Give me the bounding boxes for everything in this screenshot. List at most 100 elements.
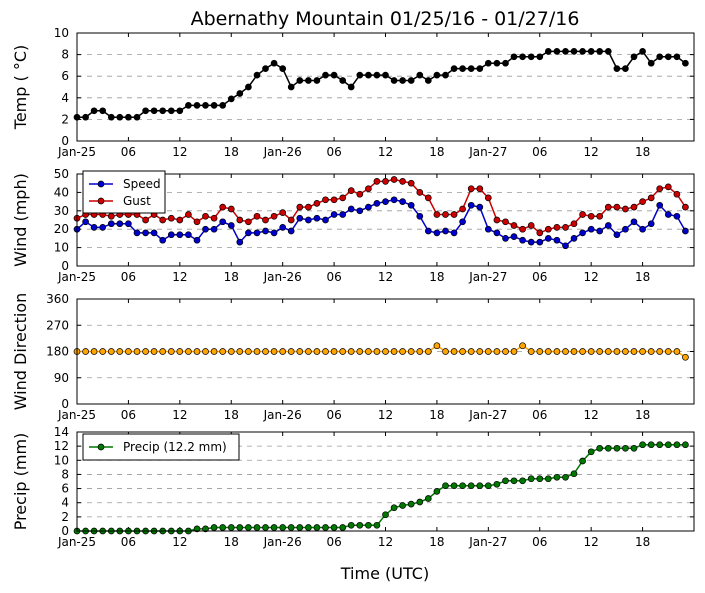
- data-point: [519, 236, 526, 244]
- data-point: [373, 521, 381, 529]
- data-point: [305, 216, 312, 224]
- data-point: [399, 77, 406, 84]
- data-point: [382, 178, 389, 185]
- data-point: [159, 348, 167, 355]
- data-point: [682, 441, 689, 449]
- y-tick-label: 0: [61, 397, 69, 411]
- data-point: [133, 348, 141, 355]
- data-point: [82, 218, 89, 226]
- data-point: [484, 225, 492, 233]
- data-point: [193, 348, 201, 355]
- data-point: [176, 216, 184, 224]
- y-tick-label: 14: [54, 425, 69, 439]
- data-point: [484, 194, 492, 202]
- data-point: [639, 198, 646, 205]
- data-point: [167, 348, 175, 355]
- data-point: [219, 348, 227, 355]
- y-tick-label: 2: [61, 112, 69, 126]
- data-point: [116, 113, 124, 121]
- data-point: [382, 71, 389, 79]
- data-point: [630, 348, 638, 355]
- data-point: [382, 198, 389, 205]
- data-point: [330, 524, 338, 531]
- data-point: [664, 348, 672, 355]
- x-tick-label: 12: [584, 145, 599, 159]
- data-point: [176, 107, 184, 115]
- x-tick-label: 18: [224, 145, 239, 159]
- data-point: [142, 107, 149, 115]
- data-point: [253, 71, 261, 79]
- data-point: [236, 90, 244, 97]
- data-point: [236, 216, 244, 224]
- data-point: [459, 218, 466, 226]
- data-point: [587, 212, 595, 220]
- data-point: [279, 65, 287, 72]
- data-point: [339, 348, 347, 355]
- data-point: [399, 348, 406, 355]
- data-point: [476, 482, 484, 490]
- series-wind-gust: [73, 176, 689, 237]
- data-point: [604, 222, 612, 229]
- data-point: [467, 482, 475, 490]
- data-point: [622, 205, 629, 213]
- x-tick-label: 06: [532, 408, 547, 422]
- data-point: [579, 457, 586, 465]
- data-point: [236, 238, 244, 246]
- data-point: [407, 201, 415, 209]
- data-point: [253, 212, 261, 220]
- data-point: [347, 205, 355, 213]
- x-tick-label: 06: [121, 270, 136, 284]
- legend-entry: Speed: [123, 177, 161, 191]
- x-tick-label: Jan-26: [263, 145, 302, 159]
- data-point: [210, 214, 218, 222]
- data-point: [536, 53, 544, 61]
- data-point: [502, 477, 509, 485]
- data-point: [510, 233, 518, 240]
- x-tick-label: Jan-25: [57, 535, 96, 549]
- plot-frame: [76, 431, 695, 532]
- data-point: [519, 53, 526, 61]
- data-point: [365, 203, 372, 211]
- data-point: [673, 190, 681, 198]
- data-point: [202, 212, 209, 220]
- data-point: [647, 220, 655, 228]
- data-point: [227, 205, 235, 213]
- data-point: [467, 348, 475, 355]
- x-tick-label: 18: [429, 145, 444, 159]
- data-point: [604, 444, 612, 452]
- data-point: [527, 222, 535, 229]
- data-point: [416, 212, 424, 220]
- data-point: [390, 176, 398, 183]
- x-tick-label: 12: [378, 408, 393, 422]
- data-point: [347, 348, 355, 355]
- data-point: [527, 475, 535, 483]
- y-tick-label: 4: [61, 91, 69, 105]
- data-point: [382, 348, 389, 355]
- x-tick-label: 06: [326, 145, 341, 159]
- data-point: [210, 225, 218, 233]
- data-point: [622, 444, 629, 452]
- data-point: [682, 227, 689, 235]
- data-point: [202, 225, 209, 233]
- x-tick-label: 18: [429, 408, 444, 422]
- data-point: [322, 71, 329, 79]
- data-point: [339, 524, 347, 531]
- data-point: [245, 348, 252, 355]
- data-point: [219, 218, 227, 226]
- data-point: [399, 502, 406, 509]
- data-point: [279, 348, 287, 355]
- x-tick-label: 12: [378, 145, 393, 159]
- x-tick-label: 06: [121, 535, 136, 549]
- data-point: [356, 348, 364, 355]
- series-line: [76, 178, 687, 234]
- data-point: [125, 220, 132, 228]
- data-point: [647, 441, 655, 449]
- data-point: [219, 524, 227, 531]
- data-point: [664, 183, 672, 191]
- data-point: [262, 227, 269, 235]
- data-point: [185, 231, 192, 239]
- y-tick-label: 40: [54, 185, 69, 199]
- data-point: [193, 102, 201, 109]
- legend: Speed Gust: [82, 170, 166, 214]
- panel-temperature: 0 2 4 6 8 10 Jan-25 06 12 18 Jan-26 06 12 18 Jan-27 06 1…: [11, 26, 695, 159]
